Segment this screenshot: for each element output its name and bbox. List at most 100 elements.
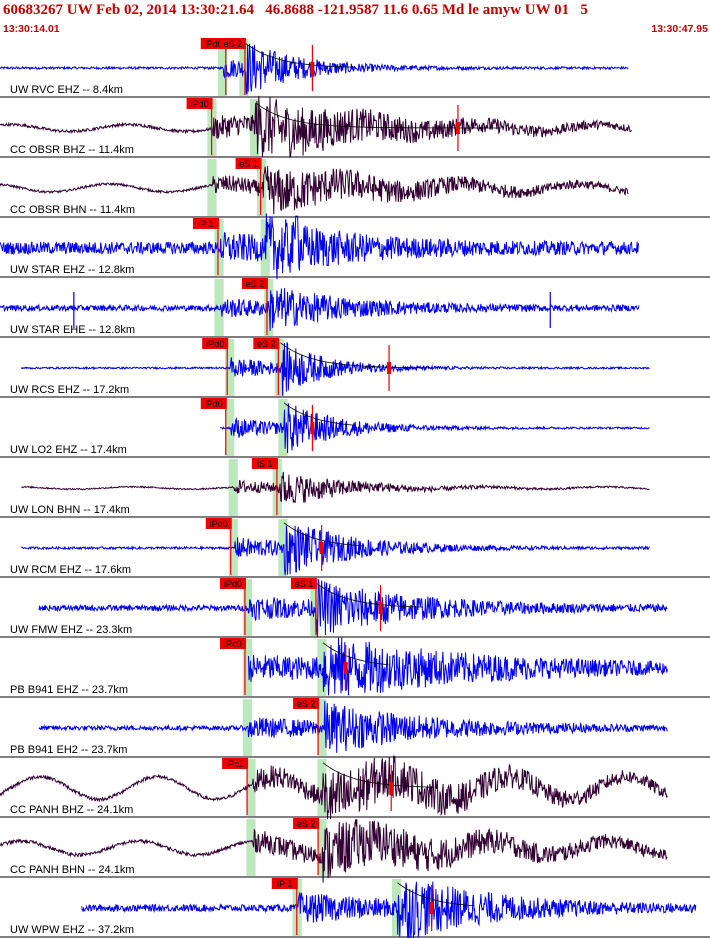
coda-end-box [310, 422, 315, 434]
trace-panel: iPc1 CC PANH BHZ -- 24.1km [0, 755, 710, 820]
station-label: UW RVC EHZ -- 8.4km [10, 84, 123, 96]
event-title: 60683267 UW Feb 02, 2014 13:30:21.64 46.… [3, 2, 588, 18]
pick-label-box [235, 158, 262, 169]
pick-label-box [205, 518, 232, 529]
pick-label-box [290, 578, 317, 589]
waveform-trace [219, 403, 650, 454]
pick-label-box [200, 38, 227, 49]
coda-end-box [455, 122, 460, 134]
coda-fit-curve [283, 402, 356, 426]
station-label: PB B941 EHZ -- 23.7km [10, 684, 128, 696]
waveform-trace [0, 95, 632, 159]
pick-label: iPd0 [210, 519, 228, 529]
trace-panel: iPd0 UW RCM EHZ -- 17.6km [0, 518, 710, 578]
station-label: UW RCS EHZ -- 17.2km [10, 384, 129, 396]
coda-end-box [429, 902, 434, 914]
pick-window [317, 759, 327, 816]
waveform-trace [0, 288, 640, 331]
waveform-trace [38, 700, 668, 753]
trace-panel: eS 1 CC OBSR BHN -- 11.4km [0, 158, 710, 218]
pick-label-box [293, 818, 320, 829]
start-time-label: 13:30:14.01 [3, 23, 60, 35]
pick-window [242, 639, 253, 696]
station-label: UW WPW EHZ -- 37.2km [10, 924, 134, 936]
pick-label-box [219, 638, 246, 649]
trace-panel: iP 1 UW STAR EHZ -- 12.8km [0, 213, 710, 280]
trace-panel: eS 2 PB B941 EH2 -- 23.7km [0, 698, 710, 758]
pick-label-box [271, 878, 298, 889]
pick-window [310, 579, 320, 636]
pick-label: iS 1 [257, 459, 273, 469]
coda-end-box [389, 782, 394, 794]
coda-end-box [310, 62, 315, 74]
pick-label: iPd0 [206, 339, 224, 349]
coda-end-box [343, 662, 348, 674]
waveform-trace [0, 166, 629, 215]
pick-label-box [200, 398, 227, 409]
trace-panel: iP 1 UW WPW EHZ -- 37.2km [0, 878, 710, 938]
station-label: UW RCM EHZ -- 17.6km [10, 564, 131, 576]
coda-fit-curve [397, 882, 475, 907]
coda-end-box [319, 542, 324, 554]
pick-window [317, 639, 327, 696]
waveform-trace [0, 755, 668, 820]
trace-panel: iS 1 UW LON BHN -- 17.4km [0, 458, 710, 518]
pick-label-box [293, 698, 320, 709]
pick-label-box [219, 578, 246, 589]
coda-fit-curve [283, 522, 365, 547]
pick-label-box [251, 458, 278, 469]
coda-end-box [387, 362, 392, 374]
coda-end-box [378, 602, 383, 614]
pick-window [214, 219, 224, 276]
trace-panel: iPc0 PB B941 EHZ -- 23.7km [0, 637, 710, 698]
pick-label-box [192, 218, 219, 229]
pick-window [225, 399, 235, 456]
station-label: CC PANH BHN -- 24.1km [10, 864, 134, 876]
end-time-label: 13:30:47.95 [651, 23, 708, 35]
station-label: UW LON BHN -- 17.4km [10, 504, 130, 516]
station-label: UW FMW EHZ -- 23.3km [10, 624, 132, 636]
trace-panel: iPd0 eS 1 UW FMW EHZ -- 23.3km [0, 578, 710, 638]
pick-window [214, 279, 224, 336]
waveform-trace [248, 637, 668, 696]
coda-fit-curve [280, 342, 432, 369]
pick-label-box [222, 758, 249, 769]
pick-label-box [253, 338, 280, 349]
pick-label-box [186, 98, 213, 109]
pick-window [207, 159, 217, 216]
waveform-trace [21, 525, 650, 576]
pick-label: eS 1 [295, 579, 314, 589]
station-label: UW LO2 EHZ -- 17.4km [10, 444, 127, 456]
pick-label: eS 2 [297, 819, 316, 829]
coda-fit-curve [244, 42, 356, 68]
pick-window [246, 819, 256, 876]
station-label: CC PANH BHZ -- 24.1km [10, 804, 133, 816]
trace-panel: iPd0 UW LO2 EHZ -- 17.4km [0, 398, 710, 458]
trace-panel: iPd0 CC OBSR BHZ -- 11.4km [0, 95, 710, 159]
pick-window [274, 339, 284, 396]
pick-label: eS 1 [239, 159, 258, 169]
station-label: UW STAR EHZ -- 12.8km [10, 264, 134, 276]
pick-label: iP 1 [277, 879, 292, 889]
pick-window [239, 39, 249, 96]
pick-label: iPd0 [205, 399, 223, 409]
waveform-trace [0, 213, 640, 280]
pick-window [242, 579, 253, 636]
trace-panel: eS 2 CC PANH BHN -- 24.1km [0, 818, 710, 883]
pick-label: iPd0 [205, 39, 223, 49]
pick-label-box [202, 338, 229, 349]
coda-fit-curve [315, 582, 424, 608]
waveform-trace [21, 471, 650, 504]
pick-window [246, 759, 256, 816]
station-label: CC OBSR BHN -- 11.4km [10, 204, 135, 216]
station-label: PB B941 EH2 -- 23.7km [10, 744, 127, 756]
trace-panel: iPd0 eS 2 UW RVC EHZ -- 8.4km [0, 38, 710, 98]
pick-label: iP 1 [198, 219, 213, 229]
pick-label: eS 2 [246, 279, 265, 289]
pick-label: iPd0 [191, 99, 209, 109]
station-label: CC OBSR BHZ -- 11.4km [10, 144, 134, 156]
pick-label: iPc0 [224, 639, 242, 649]
pick-label: iPd0 [224, 579, 242, 589]
pick-window [242, 699, 253, 756]
